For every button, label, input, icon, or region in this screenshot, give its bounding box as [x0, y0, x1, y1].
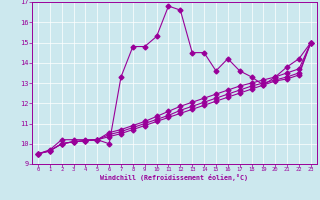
X-axis label: Windchill (Refroidissement éolien,°C): Windchill (Refroidissement éolien,°C) [100, 174, 248, 181]
